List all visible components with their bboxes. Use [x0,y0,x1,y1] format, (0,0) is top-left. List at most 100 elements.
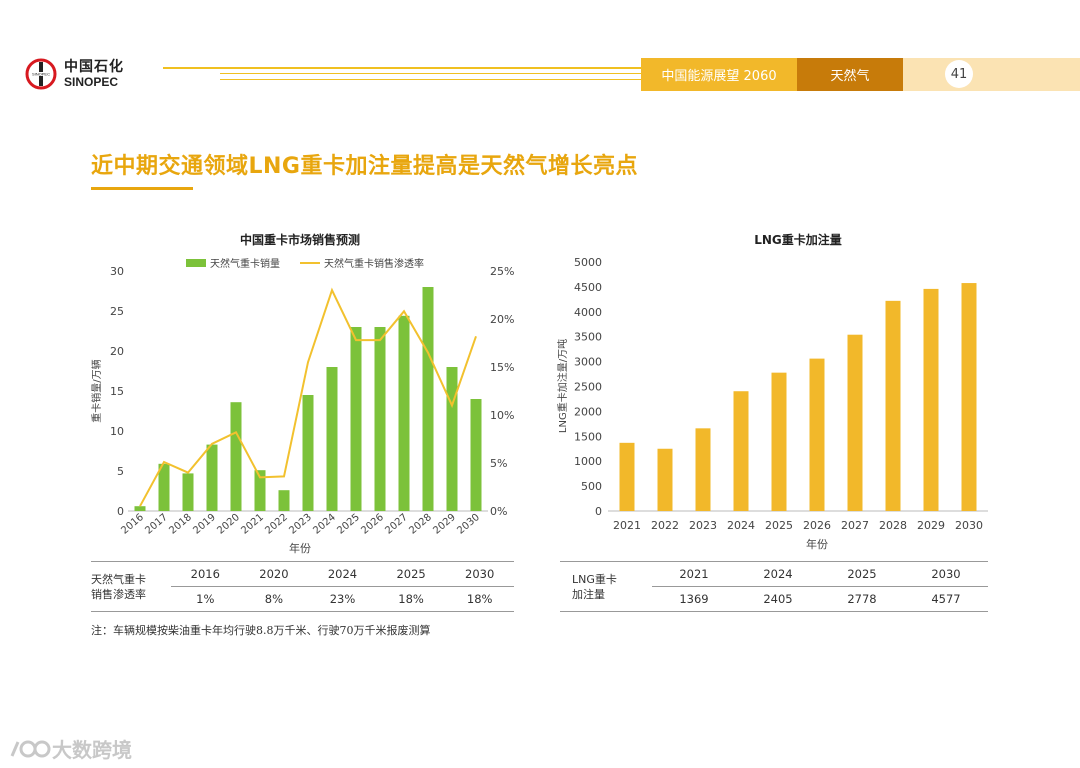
left-chart-x-tick: 2020 [215,512,242,537]
left-chart-y2-tick: 15% [490,361,514,374]
refueling-value: 2405 [736,586,820,612]
right-chart-bar [619,442,635,511]
legend-label-line: 天然气重卡销售渗透率 [324,257,424,270]
header-page-area: 41 [903,58,1080,91]
legend-label-bars: 天然气重卡销量 [210,257,280,270]
header-tab[interactable]: 天然气 [797,58,903,91]
refueling-table-head-1: LNG重卡 [572,572,617,586]
right-chart-bar [733,391,749,511]
left-chart-y-tick: 20 [110,345,124,358]
sinopec-logo-icon: SINOPEC [25,58,57,90]
left-chart-y-tick: 30 [110,265,124,278]
left-chart-bar [446,367,458,511]
left-chart-y2-tick: 10% [490,409,514,422]
left-chart-x-tick: 2023 [287,512,314,537]
right-chart-y-tick: 4000 [574,306,602,319]
refueling-year: 2021 [652,561,736,587]
left-chart-bar [350,327,362,511]
left-chart-x-label: 年份 [289,541,311,555]
left-chart-y2-tick: 25% [490,265,514,278]
page-title: 近中期交通领域LNG重卡加注量提高是天然气增长亮点 [91,154,638,179]
right-chart-x-tick: 2022 [651,519,679,532]
right-chart-bar [961,283,977,511]
left-chart-bar [302,395,314,511]
watermark: 大数跨境 [8,734,132,763]
left-chart-x-tick: 2022 [263,512,290,537]
page-number: 41 [945,60,973,88]
right-chart-bar [809,358,825,511]
refueling-value: 4577 [904,586,988,612]
right-chart-y-tick: 3500 [574,331,602,344]
penetration-value: 1% [171,586,240,612]
logo-en-text: SINOPEC [64,75,119,89]
left-chart-bar [230,402,242,511]
right-chart-y-tick: 3000 [574,356,602,369]
left-chart-bar [326,367,338,511]
left-chart-bar [422,287,434,511]
watermark-logo-icon [10,740,51,757]
penetration-table: 天然气重卡 销售渗透率 2016 2020 2024 2025 2030 1% … [91,561,514,612]
left-chart-line [139,287,477,507]
penetration-value: 18% [445,586,514,612]
header-line-3 [220,79,641,80]
right-chart-title: LNG重卡加注量 [754,232,842,247]
left-chart-bar [398,315,410,511]
left-chart-bar [134,506,146,511]
right-chart-x-tick: 2029 [917,519,945,532]
logo-cn-text: 中国石化 [64,59,124,75]
penetration-value: 18% [376,586,446,612]
left-chart-x-tick: 2018 [167,512,194,537]
penetration-year: 2016 [171,561,240,587]
right-chart-x-label: 年份 [806,537,828,551]
right-chart-y-tick: 4500 [574,281,602,294]
right-chart-bar [695,428,711,511]
refueling-table-head-2: 加注量 [572,587,605,601]
left-chart-bar [206,444,218,511]
right-chart-y-tick: 2000 [574,405,602,418]
left-chart-x-tick: 2024 [311,512,338,537]
right-chart-y-tick: 2500 [574,381,602,394]
left-chart-x-tick: 2030 [455,512,482,537]
sinopec-logo: SINOPEC 中国石化 SINOPEC [24,58,124,92]
right-chart-y-tick: 0 [595,505,602,518]
penetration-value: 23% [308,586,377,612]
left-chart-bar [374,327,386,511]
left-chart-x-tick: 2025 [335,512,362,537]
left-chart-y2-tick: 5% [490,457,507,470]
title-underline [91,187,193,190]
left-chart-x-tick: 2026 [359,512,386,537]
footnote: 注：车辆规模按柴油重卡年均行驶8.8万千米、行驶70万千米报废测算 [91,624,431,637]
legend-swatch-bars [186,259,206,267]
left-chart-y-tick: 10 [110,425,124,438]
left-chart-x-tick: 2019 [191,512,218,537]
left-chart-y-label: 重卡销量/万辆 [90,359,103,422]
refueling-value: 2778 [820,586,904,612]
right-chart-bar [847,334,863,511]
left-chart-x-tick: 2017 [143,512,170,537]
right-chart-x-tick: 2023 [689,519,717,532]
penetration-year: 2020 [239,561,309,587]
right-chart-y-tick: 500 [581,480,602,493]
right-chart-bar [885,300,901,511]
refueling-year: 2025 [820,561,904,587]
right-chart-x-tick: 2024 [727,519,755,532]
logo-mark-text: SINOPEC [32,72,50,77]
left-chart-x-tick: 2029 [431,512,458,537]
left-chart-x-tick: 2028 [407,512,434,537]
refueling-year: 2024 [736,561,820,587]
penetration-year: 2024 [308,561,377,587]
header-title: 中国能源展望 2060 [641,58,797,91]
left-chart-y-tick: 5 [117,465,124,478]
right-chart-x-tick: 2026 [803,519,831,532]
left-chart-bar [182,473,194,511]
left-chart-bar [158,463,170,511]
left-chart-title: 中国重卡市场销售预测 [240,232,360,247]
penetration-table-head-1: 天然气重卡 [91,572,146,586]
left-chart-y2-tick: 0% [490,505,507,518]
left-chart-x-tick: 2027 [383,512,410,537]
left-chart-bar [254,470,266,511]
right-chart-x-tick: 2030 [955,519,983,532]
right-chart-x-tick: 2021 [613,519,641,532]
penetration-year: 2030 [445,561,514,587]
